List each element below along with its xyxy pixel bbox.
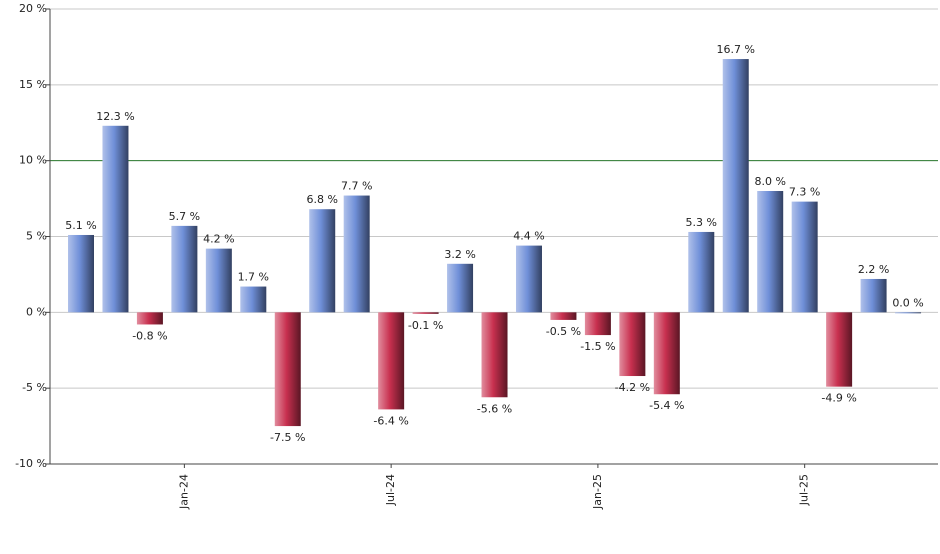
value-label: -5.6 % [477, 402, 512, 415]
value-label: -5.4 % [649, 399, 684, 412]
y-tick-label: -5 % [22, 381, 47, 394]
value-label: 12.3 % [96, 110, 134, 123]
bar [584, 312, 611, 336]
y-tick-label: 20 % [19, 2, 47, 15]
bar [171, 225, 198, 313]
bar [895, 312, 922, 314]
bar [136, 312, 163, 325]
value-label: 1.7 % [238, 271, 269, 284]
bar [791, 201, 818, 313]
value-label: -1.5 % [580, 340, 615, 353]
bar [412, 312, 439, 314]
value-label: 6.8 % [306, 193, 337, 206]
value-label: 7.3 % [789, 186, 820, 199]
bar [205, 248, 232, 313]
bar [343, 195, 370, 313]
bar [722, 59, 749, 313]
value-label: 8.0 % [754, 175, 785, 188]
bar [309, 209, 336, 313]
value-label: -0.1 % [408, 319, 443, 332]
bar [550, 312, 577, 320]
bar [688, 231, 715, 313]
y-tick-label: -10 % [15, 457, 47, 470]
y-tick-label: 5 % [26, 230, 47, 243]
bar [757, 191, 784, 313]
value-label: 7.7 % [341, 180, 372, 193]
value-label: 3.2 % [444, 248, 475, 261]
bar [481, 312, 508, 398]
bar [860, 278, 887, 313]
x-tick-label: Jul-24 [384, 474, 397, 506]
bar [274, 312, 301, 427]
bar [102, 125, 129, 313]
value-label: -0.5 % [546, 325, 581, 338]
value-label: 16.7 % [717, 43, 755, 56]
value-label: 4.4 % [513, 230, 544, 243]
value-label: -0.8 % [132, 329, 167, 342]
value-label: -4.2 % [615, 381, 650, 394]
bar [653, 312, 680, 395]
value-label: 5.3 % [686, 216, 717, 229]
value-label: 2.2 % [858, 263, 889, 276]
bar [619, 312, 646, 377]
bar [447, 263, 474, 313]
bar [826, 312, 853, 387]
y-tick-label: 15 % [19, 78, 47, 91]
x-tick-label: Jan-24 [177, 474, 190, 510]
value-label: -6.4 % [373, 414, 408, 427]
x-tick-label: Jan-25 [591, 474, 604, 510]
y-tick-label: 0 % [26, 305, 47, 318]
y-tick-label: 10 % [19, 154, 47, 167]
bar [378, 312, 405, 410]
x-tick-label: Jul-25 [798, 474, 811, 506]
value-label: -4.9 % [821, 392, 856, 405]
value-label: 0.0 % [892, 296, 923, 309]
bar [68, 234, 94, 313]
value-label: -7.5 % [270, 431, 305, 444]
value-label: 5.7 % [169, 210, 200, 223]
value-label: 4.2 % [203, 233, 234, 246]
bar [240, 286, 267, 313]
value-label: 5.1 % [65, 219, 96, 232]
bar [515, 245, 542, 313]
